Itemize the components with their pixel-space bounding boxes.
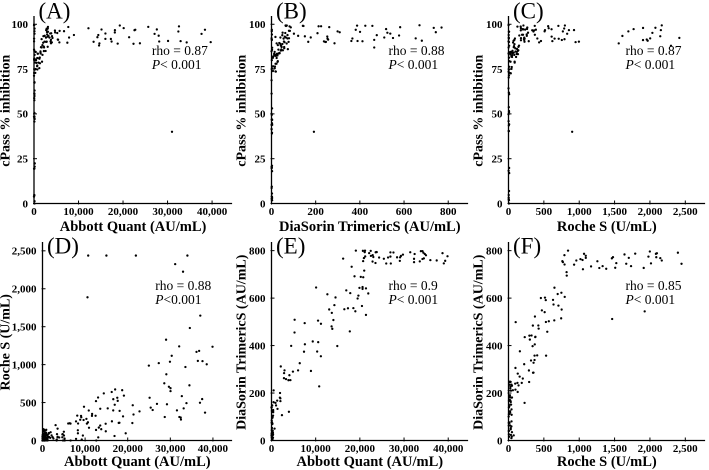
svg-text:2,500: 2,500 [12,246,37,258]
svg-text:DiaSorin TrimericS (AU/mL): DiaSorin TrimericS (AU/mL) [473,254,487,430]
svg-text:25: 25 [255,153,267,165]
svg-text:20,000: 20,000 [113,443,144,455]
svg-text:0: 0 [260,435,266,447]
svg-text:2,000: 2,000 [638,206,663,218]
svg-text:P< 0.001: P< 0.001 [624,292,675,307]
svg-text:(C): (C) [513,0,544,24]
svg-text:2,500: 2,500 [673,206,698,218]
svg-text:40,000: 40,000 [197,206,228,218]
svg-text:10,000: 10,000 [63,206,94,218]
svg-text:P< 0.001: P< 0.001 [387,292,438,307]
svg-text:Roche S (U/mL): Roche S (U/mL) [557,454,657,470]
svg-text:500: 500 [536,443,553,455]
svg-text:100: 100 [249,19,266,31]
svg-text:1,000: 1,000 [12,359,37,371]
svg-text:0: 0 [31,435,37,447]
svg-text:1,500: 1,500 [12,322,37,334]
svg-text:1,000: 1,000 [567,443,592,455]
svg-text:50: 50 [17,109,29,121]
svg-text:cPass % inhibition: cPass % inhibition [473,55,487,167]
svg-text:400: 400 [249,340,266,352]
svg-text:100: 100 [12,19,29,31]
svg-text:30,000: 30,000 [155,443,186,455]
svg-text:P< 0.001: P< 0.001 [624,57,675,72]
svg-text:100: 100 [486,19,503,31]
svg-text:10,000: 10,000 [301,443,332,455]
svg-text:0: 0 [269,443,275,455]
svg-text:DiaSorin TrimericS (AU/mL): DiaSorin TrimericS (AU/mL) [279,219,461,235]
svg-text:1,000: 1,000 [567,206,592,218]
svg-text:(A): (A) [39,0,71,24]
svg-text:25: 25 [17,153,29,165]
svg-text:(E): (E) [276,235,305,259]
svg-text:rho = 0.87: rho = 0.87 [152,43,208,58]
svg-text:0: 0 [497,198,503,210]
svg-text:cPass % inhibition: cPass % inhibition [0,55,14,167]
svg-text:800: 800 [249,245,266,257]
svg-text:DiaSorin TrimericS (AU/mL): DiaSorin TrimericS (AU/mL) [236,254,250,430]
svg-text:2,500: 2,500 [673,443,698,455]
svg-text:0: 0 [506,443,512,455]
svg-text:10,000: 10,000 [70,443,101,455]
svg-text:(F): (F) [513,235,541,259]
svg-text:Abbott Quant (AU/mL): Abbott Quant (AU/mL) [64,454,211,470]
svg-text:P< 0.001: P< 0.001 [387,57,438,72]
svg-text:rho = 0.85: rho = 0.85 [625,278,681,293]
svg-text:0: 0 [497,435,503,447]
svg-text:500: 500 [20,397,37,409]
svg-text:40,000: 40,000 [433,443,464,455]
svg-text:75: 75 [492,64,504,76]
svg-text:40,000: 40,000 [198,443,229,455]
svg-text:rho = 0.88: rho = 0.88 [155,278,211,293]
svg-text:400: 400 [486,340,503,352]
svg-text:200: 200 [486,388,503,400]
svg-text:75: 75 [255,64,267,76]
svg-text:25: 25 [492,153,504,165]
svg-text:200: 200 [249,388,266,400]
svg-text:1,500: 1,500 [602,206,627,218]
svg-text:Roche S (U/mL): Roche S (U/mL) [557,219,657,235]
svg-text:1,500: 1,500 [602,443,627,455]
svg-text:600: 600 [396,206,413,218]
svg-text:50: 50 [492,109,504,121]
svg-text:Abbott Quant (AU/mL): Abbott Quant (AU/mL) [60,219,207,235]
svg-text:0: 0 [269,206,275,218]
svg-text:(B): (B) [276,0,307,24]
svg-text:200: 200 [307,206,324,218]
svg-text:P< 0.001: P< 0.001 [151,57,202,72]
svg-text:0: 0 [260,198,266,210]
svg-text:600: 600 [249,293,266,305]
svg-text:400: 400 [352,206,369,218]
svg-text:2,000: 2,000 [638,443,663,455]
svg-text:rho = 0.88: rho = 0.88 [388,43,444,58]
svg-text:P<0.001: P<0.001 [154,292,201,307]
svg-text:0: 0 [31,206,37,218]
svg-text:rho = 0.9: rho = 0.9 [388,278,437,293]
svg-text:30,000: 30,000 [152,206,183,218]
svg-text:rho = 0.87: rho = 0.87 [625,43,681,58]
svg-text:600: 600 [486,293,503,305]
svg-text:Roche S (U/mL): Roche S (U/mL) [0,294,14,391]
svg-text:0: 0 [23,198,29,210]
svg-text:75: 75 [17,64,29,76]
svg-text:0: 0 [506,206,512,218]
svg-text:2,000: 2,000 [12,284,37,296]
svg-text:30,000: 30,000 [389,443,420,455]
svg-text:800: 800 [440,206,457,218]
svg-text:(D): (D) [47,235,79,259]
svg-text:800: 800 [486,245,503,257]
svg-text:cPass % inhibition: cPass % inhibition [236,55,250,167]
svg-text:50: 50 [255,109,267,121]
svg-text:Abbott Quant (AU/mL): Abbott Quant (AU/mL) [296,454,443,470]
svg-text:0: 0 [40,443,46,455]
svg-text:500: 500 [536,206,553,218]
svg-text:20,000: 20,000 [345,443,376,455]
svg-text:20,000: 20,000 [108,206,139,218]
